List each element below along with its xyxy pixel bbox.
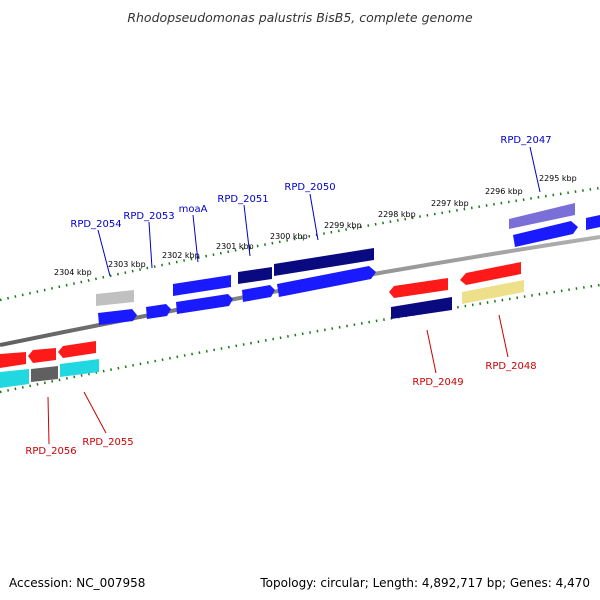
- gene-feature[interactable]: [391, 297, 452, 319]
- accession-text: Accession: NC_007958: [9, 576, 145, 590]
- gene-label[interactable]: RPD_2048: [485, 361, 536, 372]
- kbp-label: 2299 kbp: [324, 221, 362, 230]
- gene-feature[interactable]: [173, 275, 231, 296]
- callout-line: [192, 214, 199, 263]
- gene-feature[interactable]: [242, 285, 275, 302]
- gene-label[interactable]: RPD_2051: [217, 194, 268, 205]
- callout-line: [47, 396, 50, 445]
- gene-feature[interactable]: [586, 215, 600, 230]
- callout-line: [309, 193, 319, 241]
- kbp-label: 2297 kbp: [431, 199, 469, 208]
- gene-feature[interactable]: [96, 290, 134, 306]
- kbp-label: 2300 kbp: [270, 232, 308, 241]
- gene-label[interactable]: moaA: [179, 204, 208, 215]
- gene-feature[interactable]: [460, 262, 521, 285]
- genome-summary-text: Topology: circular; Length: 4,892,717 bp…: [259, 576, 590, 590]
- forward-strand-genes: [96, 203, 600, 325]
- callout-line: [83, 391, 107, 434]
- kbp-labels: 2304 kbp 2303 kbp 2302 kbp 2301 kbp 2300…: [54, 174, 577, 277]
- gene-feature[interactable]: [274, 248, 374, 276]
- gene-feature[interactable]: [60, 359, 99, 377]
- kbp-label: 2303 kbp: [108, 260, 146, 269]
- inner-tick-ruler: [0, 283, 600, 394]
- reverse-strand-genes: [0, 262, 524, 388]
- callout-line: [243, 204, 251, 257]
- kbp-label: 2298 kbp: [378, 210, 416, 219]
- gene-feature[interactable]: [28, 348, 56, 363]
- gene-feature[interactable]: [58, 341, 96, 358]
- kbp-label: 2301 kbp: [216, 242, 254, 251]
- map-title: Rhodopseudomonas palustris BisB5, comple…: [127, 10, 473, 25]
- gene-label[interactable]: RPD_2047: [500, 135, 551, 146]
- kbp-label: 2296 kbp: [485, 187, 523, 196]
- gene-label[interactable]: RPD_2054: [70, 219, 121, 230]
- gene-feature[interactable]: [513, 221, 578, 247]
- gene-feature[interactable]: [0, 352, 26, 368]
- callout-line: [148, 221, 153, 269]
- gene-feature[interactable]: [98, 309, 137, 325]
- gene-label[interactable]: RPD_2056: [25, 446, 76, 457]
- callout-line: [426, 329, 437, 374]
- callout-line: [529, 146, 541, 193]
- gene-feature[interactable]: [277, 266, 376, 297]
- kbp-label: 2295 kbp: [539, 174, 577, 183]
- gene-label[interactable]: RPD_2055: [82, 437, 133, 448]
- gene-label[interactable]: RPD_2053: [123, 211, 174, 222]
- gene-feature[interactable]: [146, 304, 171, 319]
- outer-tick-ruler: [0, 186, 600, 302]
- gene-label[interactable]: RPD_2049: [412, 377, 463, 388]
- forward-gene-labels: RPD_2054 RPD_2053 moaA RPD_2051 RPD_2050…: [70, 135, 551, 230]
- reverse-gene-labels: RPD_2056 RPD_2055 RPD_2049 RPD_2048: [25, 361, 536, 457]
- gene-feature[interactable]: [0, 369, 29, 388]
- gene-feature[interactable]: [389, 278, 448, 298]
- gene-feature[interactable]: [176, 294, 233, 314]
- callout-lines: [47, 146, 541, 445]
- kbp-label: 2302 kbp: [162, 251, 200, 260]
- callout-line: [498, 314, 509, 358]
- gene-feature[interactable]: [238, 267, 272, 284]
- callout-line: [97, 229, 111, 277]
- gene-feature[interactable]: [509, 203, 575, 229]
- gene-label[interactable]: RPD_2050: [284, 182, 335, 193]
- gene-feature[interactable]: [462, 280, 524, 304]
- kbp-label: 2304 kbp: [54, 268, 92, 277]
- gene-feature[interactable]: [31, 366, 58, 382]
